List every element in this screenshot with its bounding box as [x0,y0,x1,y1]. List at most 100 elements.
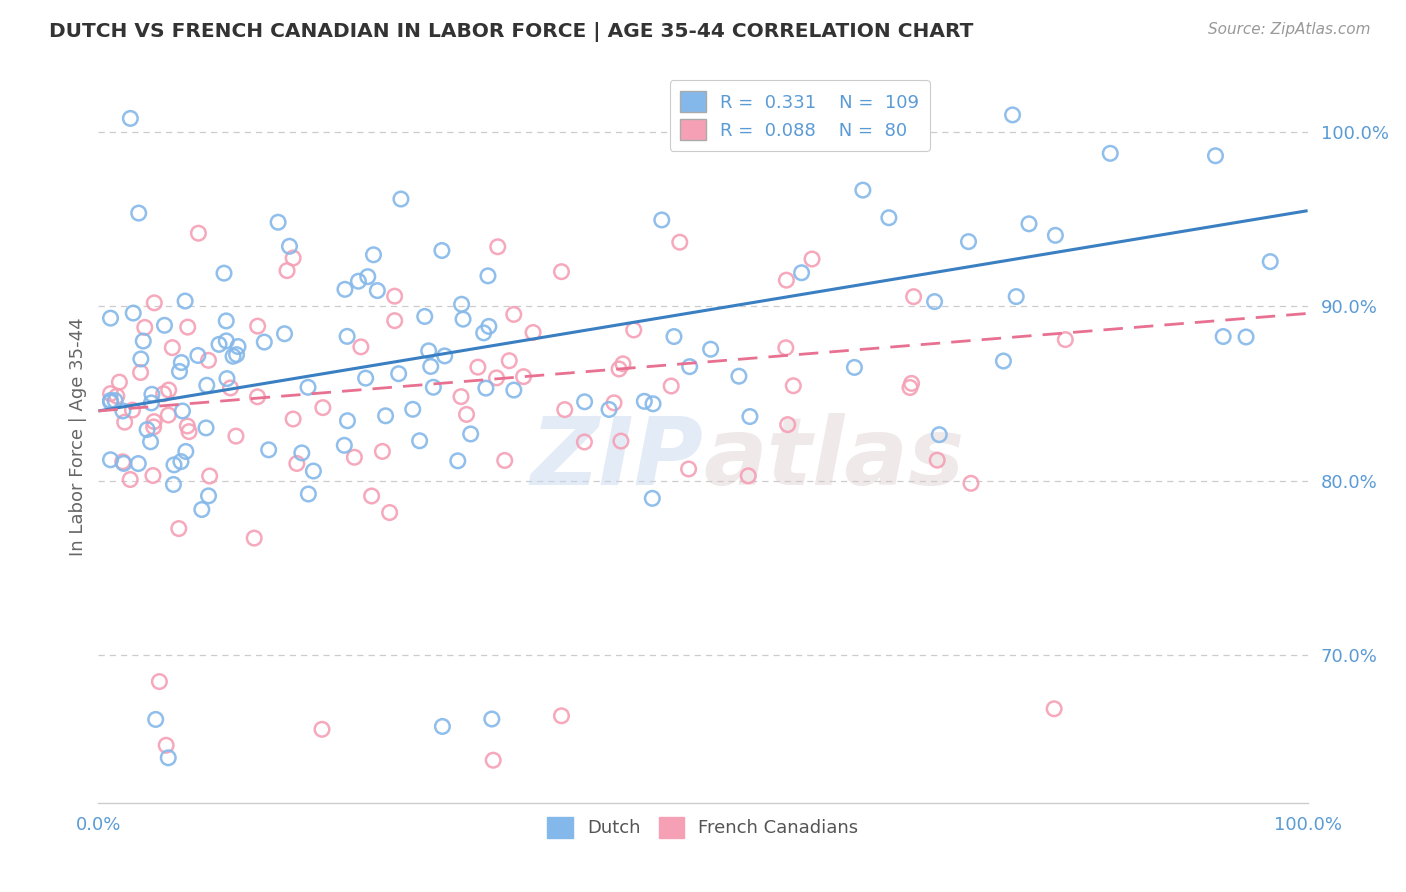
Point [450,297,472,311]
Point [450,390,472,404]
Point [122,306,145,320]
Point [598,402,620,417]
Point [121,403,143,417]
Point [100,393,122,408]
Point [662,329,685,343]
Point [278,239,301,253]
Point [877,211,900,225]
Point [678,462,700,476]
Point [177,425,200,439]
Point [481,712,503,726]
Point [374,409,396,423]
Point [114,415,136,429]
Point [215,314,238,328]
Point [472,326,495,340]
Point [267,215,290,229]
Point [167,522,190,536]
Point [170,355,193,369]
Point [432,719,454,733]
Point [157,408,180,422]
Point [1043,702,1066,716]
Point [246,390,269,404]
Point [550,708,572,723]
Point [139,434,162,449]
Point [413,310,436,324]
Point [1001,108,1024,122]
Point [143,296,166,310]
Point [775,341,797,355]
Point [169,364,191,378]
Point [174,293,197,308]
Point [162,477,184,491]
Point [1204,149,1226,163]
Y-axis label: In Labor Force | Age 35-44: In Labor Force | Age 35-44 [69,318,87,557]
Point [447,454,470,468]
Point [612,357,634,371]
Point [311,723,333,737]
Point [222,349,245,363]
Point [418,343,440,358]
Point [782,378,804,392]
Point [633,394,655,409]
Point [226,340,249,354]
Point [522,326,544,340]
Point [502,383,524,397]
Point [366,284,388,298]
Point [176,419,198,434]
Point [136,423,159,437]
Point [384,289,406,303]
Point [801,252,824,266]
Point [924,294,946,309]
Point [498,353,520,368]
Point [679,359,702,374]
Point [100,386,122,401]
Point [104,393,127,408]
Point [100,452,122,467]
Point [157,751,180,765]
Point [928,427,950,442]
Point [1212,329,1234,343]
Point [494,453,516,467]
Point [430,244,453,258]
Point [297,380,319,394]
Point [285,457,308,471]
Point [273,326,295,341]
Point [456,408,478,422]
Point [467,360,489,375]
Point [105,389,128,403]
Point [610,434,633,448]
Point [737,468,759,483]
Point [336,414,359,428]
Point [482,753,505,767]
Text: Source: ZipAtlas.com: Source: ZipAtlas.com [1208,22,1371,37]
Point [623,323,645,337]
Point [477,268,499,283]
Point [607,362,630,376]
Point [478,319,501,334]
Point [775,273,797,287]
Point [336,329,359,343]
Point [312,401,335,415]
Point [903,290,925,304]
Point [225,348,247,362]
Point [360,489,382,503]
Point [898,380,921,394]
Point [347,274,370,288]
Point [197,353,219,368]
Point [187,349,209,363]
Point [384,313,406,327]
Point [129,351,152,366]
Point [111,404,134,418]
Point [554,402,576,417]
Point [157,383,180,397]
Point [177,320,200,334]
Point [900,376,922,391]
Point [128,206,150,220]
Point [281,412,304,426]
Point [195,378,218,392]
Point [844,360,866,375]
Point [1054,333,1077,347]
Point [502,307,524,321]
Point [281,251,304,265]
Point [699,342,721,356]
